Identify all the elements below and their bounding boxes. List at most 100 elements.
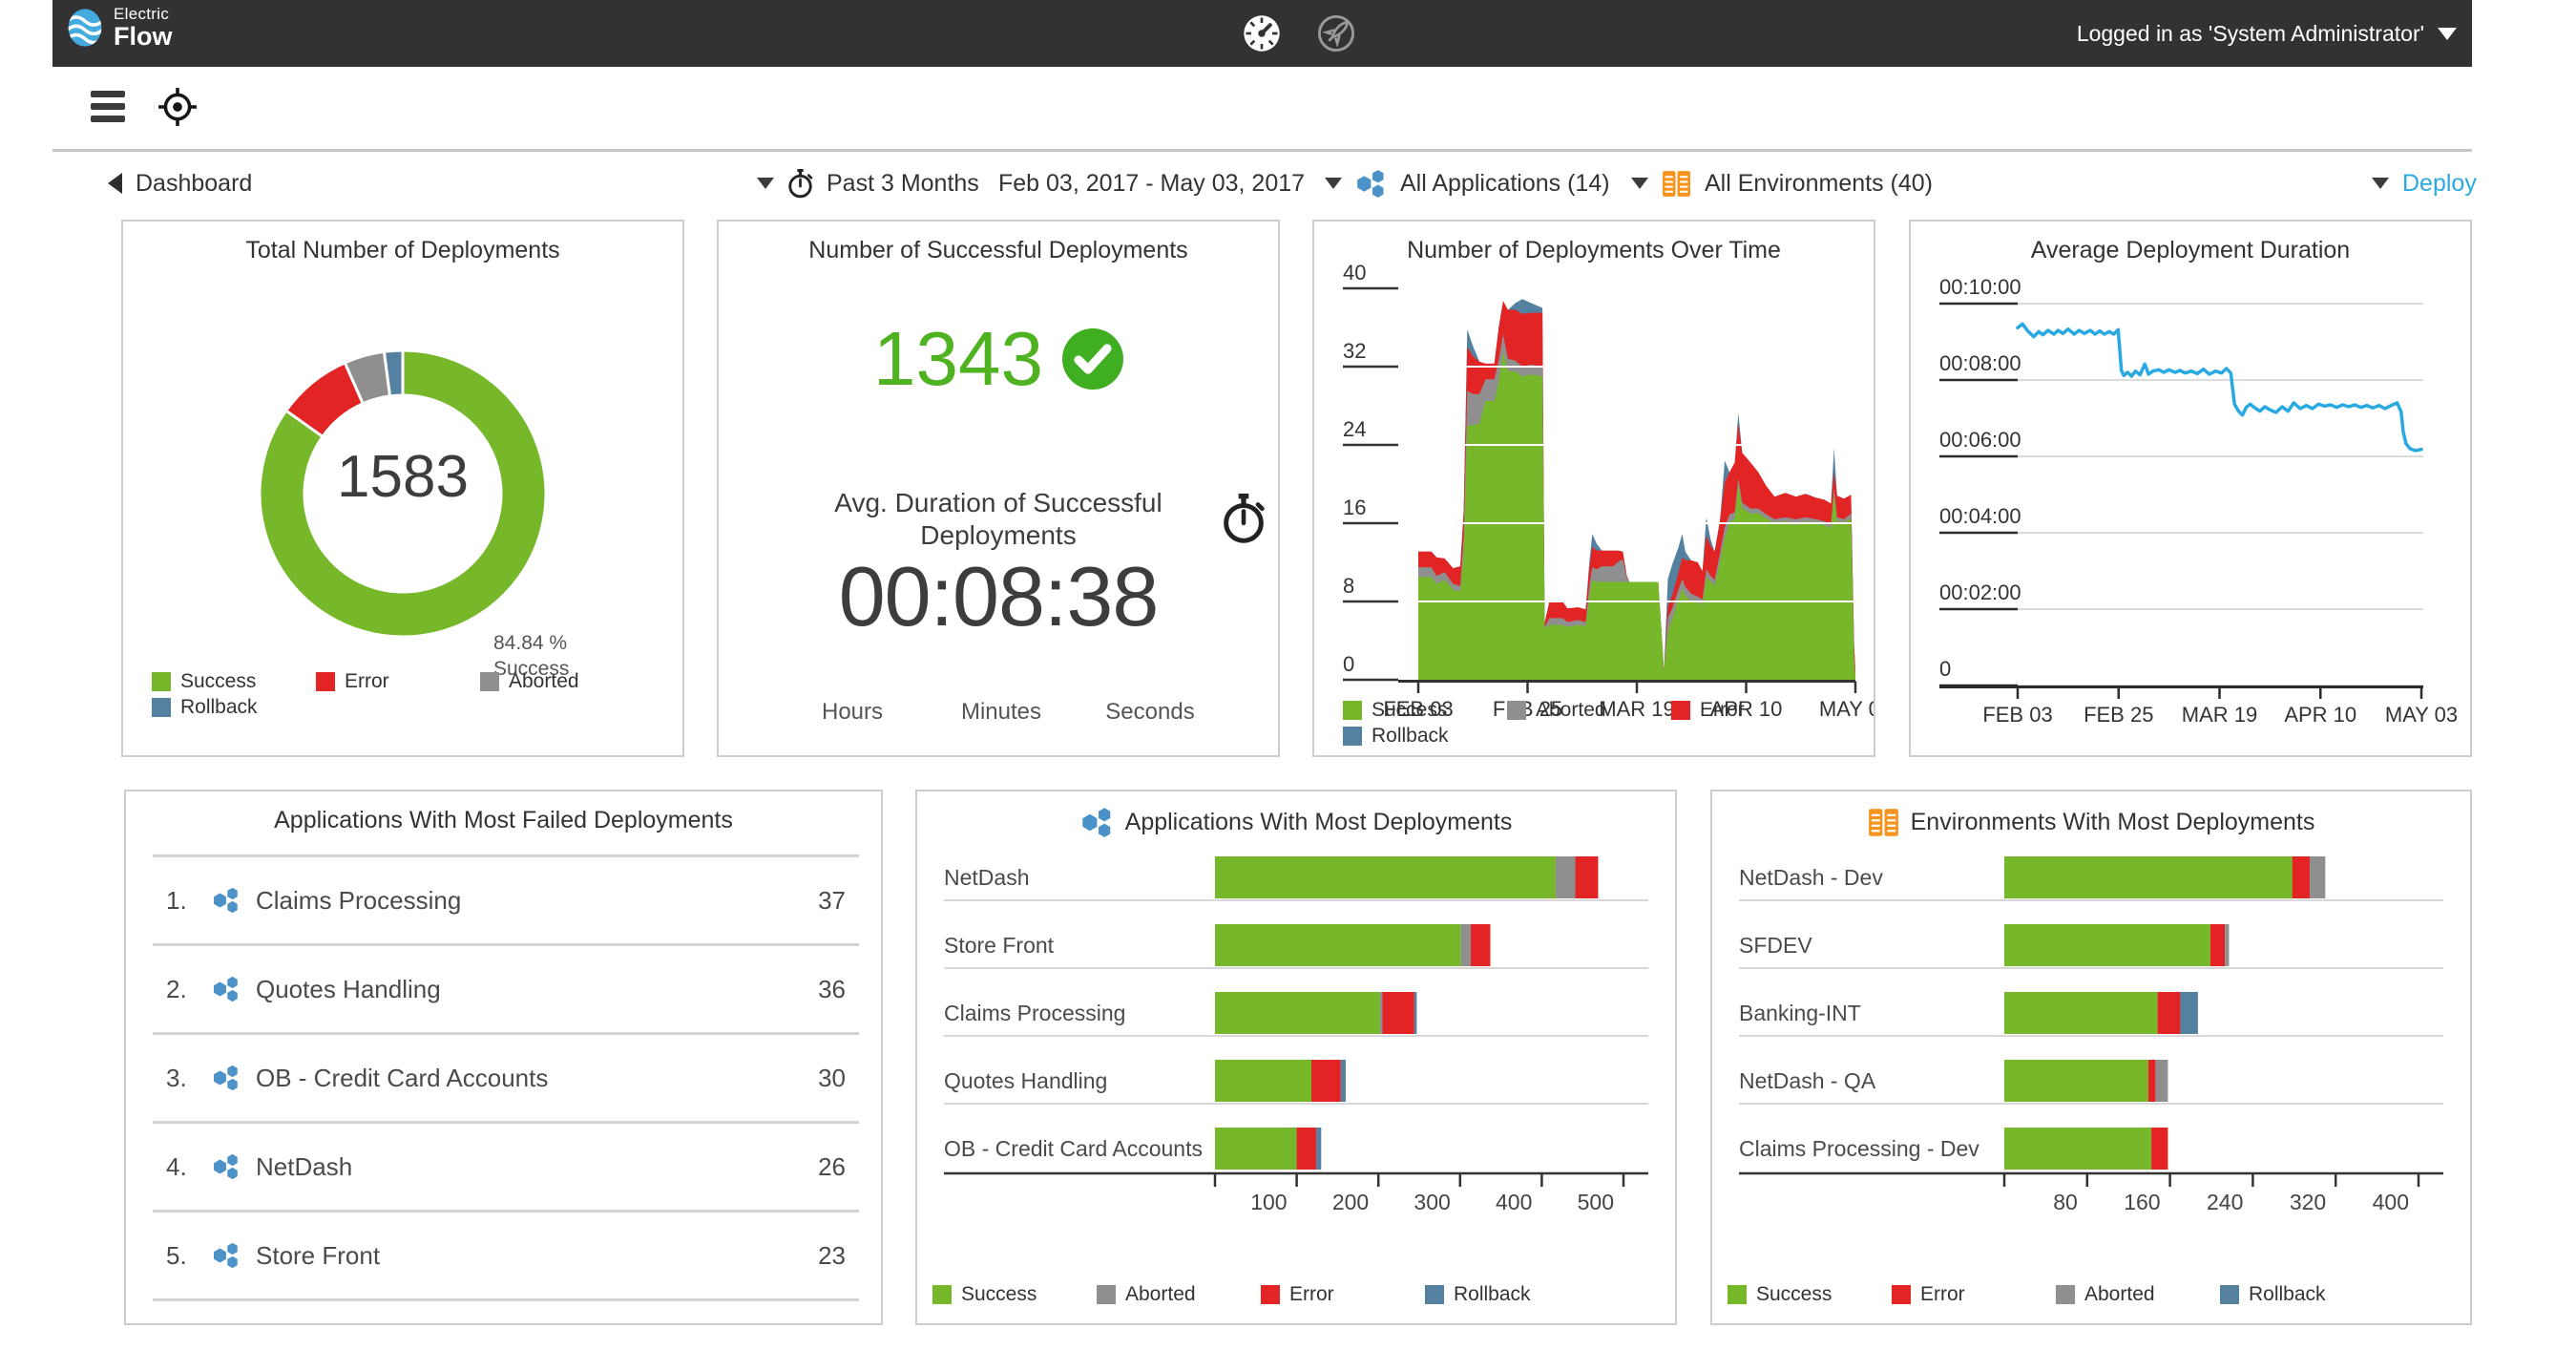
success-pct-label: Success <box>493 658 570 680</box>
axis-label: APR 10 <box>1710 697 1783 721</box>
list-item[interactable]: 1. Claims Processing 37 <box>153 857 859 946</box>
list-item[interactable]: 5. Store Front 23 <box>153 1213 859 1301</box>
bar-segment-success <box>1215 1060 1312 1102</box>
filter-time-range-label: Past 3 Months <box>827 169 979 197</box>
bar-segment-success <box>2004 856 2293 898</box>
bar-segment-error <box>2151 1128 2168 1170</box>
application-name: Claims Processing <box>256 885 462 915</box>
bar-segment-rollback <box>1316 1128 1322 1170</box>
filter-environments[interactable]: All Environments (40) <box>1631 152 1933 215</box>
bar-segment-rollback <box>1414 992 1417 1034</box>
avg-duration-label: Avg. Duration of Successful Deployments <box>834 488 1162 550</box>
axis-label: NetDash - QA <box>1739 1068 1876 1093</box>
legend-label: Success <box>1372 698 1448 721</box>
chevron-down-icon <box>2372 178 2389 189</box>
legend-color-chip <box>480 671 499 691</box>
applications-icon <box>1355 169 1387 199</box>
area-chart-legend: Success Aborted Error Rollback <box>1343 697 1858 749</box>
axis-label: 400 <box>2373 1190 2409 1214</box>
header-nav-icons <box>1241 12 1357 54</box>
breadcrumb[interactable]: Dashboard <box>108 152 252 215</box>
legend-item: Error <box>1671 697 1835 723</box>
date-range-label: Feb 03, 2017 - May 03, 2017 <box>998 169 1306 197</box>
duration-line-series <box>2016 322 2423 453</box>
axis-label: 240 <box>2207 1190 2243 1214</box>
chevron-down-icon <box>2438 27 2457 40</box>
application-icon <box>212 1153 241 1180</box>
axis-label: 400 <box>1496 1190 1532 1214</box>
back-arrow-icon <box>108 173 122 194</box>
legend-color-chip <box>1343 726 1362 746</box>
dashboard-gauge-icon[interactable] <box>1241 12 1283 54</box>
legend-item: Success <box>1343 697 1507 723</box>
application-name: Store Front <box>256 1240 381 1270</box>
list-rank: 5. <box>166 1240 187 1270</box>
success-check-icon <box>1062 328 1123 390</box>
list-item[interactable]: 3. OB - Credit Card Accounts 30 <box>153 1035 859 1124</box>
axis-label: 00:04:00 <box>1939 504 2021 528</box>
legend-color-chip <box>1507 700 1526 720</box>
filter-applications[interactable]: All Applications (14) <box>1325 152 1610 215</box>
app-window: Electric Flow Logged in as 'System Admin… <box>52 0 2477 1350</box>
card-title: Number of Successful Deployments <box>808 237 1188 264</box>
bar-segment-aborted <box>1379 992 1383 1034</box>
bar-segment-aborted <box>1555 856 1576 898</box>
legend-color-chip <box>1425 1284 1444 1304</box>
bar-segment-success <box>1215 856 1556 898</box>
card-deployments-over-time: Number of Deployments Over Time 0 8 16 24 32… <box>1312 220 1875 757</box>
legend-label: Rollback <box>180 695 258 718</box>
card-successful-deployments: Number of Successful Deployments 1343 Av… <box>717 220 1280 757</box>
environments-icon <box>1868 807 1899 838</box>
bar-segment-error <box>2209 924 2226 966</box>
electricflow-logo[interactable]: Electric Flow <box>66 6 173 50</box>
list-rank: 4. <box>166 1151 187 1181</box>
legend-color-chip <box>2056 1284 2075 1304</box>
bar-segment-error <box>1470 924 1491 966</box>
legend-item: Error <box>1261 1281 1425 1307</box>
card-total-deployments: Total Number of Deployments 1583 84.84 %… <box>121 220 684 757</box>
list-item[interactable]: 2. Quotes Handling 36 <box>153 946 859 1035</box>
axis-label: Banking-INT <box>1739 1001 1861 1025</box>
bar-segment-aborted <box>2155 1060 2168 1102</box>
locate-target-button[interactable] <box>157 87 198 127</box>
legend-label: Aborted <box>2084 1282 2155 1305</box>
axis-label: 00:08:00 <box>1939 351 2021 375</box>
legend-color-chip <box>1097 1284 1116 1304</box>
list-item[interactable]: 4. NetDash 26 <box>153 1124 859 1213</box>
donut-segment-success <box>258 348 548 639</box>
menu-hamburger-button[interactable] <box>91 91 125 125</box>
bar-segment-success <box>2004 992 2158 1034</box>
card-title: Total Number of Deployments <box>245 237 560 264</box>
axis-label: Quotes Handling <box>944 1068 1107 1093</box>
user-menu[interactable]: Logged in as 'System Administrator' <box>2077 0 2457 67</box>
avg-duration-value: 00:08:38 <box>838 549 1160 643</box>
legend-item: Error <box>316 668 480 694</box>
card-most-failed-apps: Applications With Most Failed Deployment… <box>124 790 883 1325</box>
filter-time-range[interactable]: Past 3 Months <box>757 152 979 215</box>
card-title: Environments With Most Deployments <box>1910 809 2315 835</box>
legend-label: Rollback <box>1372 724 1449 747</box>
axis-label: 200 <box>1332 1190 1369 1214</box>
failed-count: 23 <box>818 1240 846 1270</box>
bar-segment-rollback <box>2180 992 2198 1034</box>
bar-segment-aborted <box>2225 924 2230 966</box>
axis-label: 00:10:00 <box>1939 275 2021 299</box>
envs-chart-legend: Success Error Aborted Rollback <box>1728 1281 2453 1307</box>
axis-label: Store Front <box>944 933 1055 958</box>
bar-segment-error <box>2157 992 2181 1034</box>
axis-label: FEB 03 <box>1982 703 2052 727</box>
axis-label: MAY 03 <box>2385 703 2458 727</box>
legend-color-chip <box>1892 1284 1911 1304</box>
failed-count: 26 <box>818 1151 846 1181</box>
application-icon <box>212 1242 241 1269</box>
list-rank: 1. <box>166 885 187 915</box>
failed-apps-list: 1. Claims Processing 37 2. Quotes Handling 36… <box>153 854 859 1301</box>
axis-label: OB - Credit Card Accounts <box>944 1136 1203 1161</box>
deploy-menu[interactable]: Deploy <box>2372 152 2477 215</box>
legend-label: Error <box>345 669 389 692</box>
deploy-rocket-icon[interactable] <box>1315 12 1357 54</box>
legend-item: Aborted <box>480 668 644 694</box>
axis-label: 00:02:00 <box>1939 580 2021 604</box>
axis-label: 0 <box>1939 657 1951 681</box>
legend-label: Rollback <box>1454 1282 1531 1305</box>
